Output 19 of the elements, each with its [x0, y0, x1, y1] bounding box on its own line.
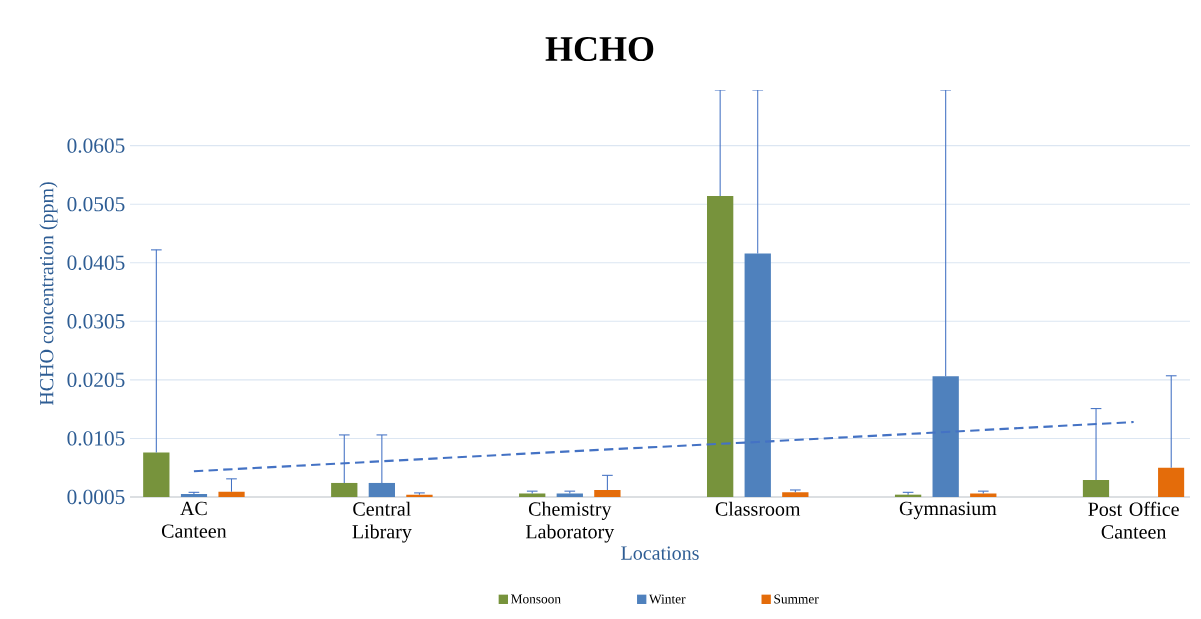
x-tick-label: Gymnasium	[899, 501, 997, 520]
x-axis-title: Locations	[621, 546, 699, 560]
y-tick-label: 0.0405	[67, 255, 125, 270]
y-tick-label: 0.0305	[67, 314, 125, 329]
y-tick-label: 0.0505	[67, 196, 125, 212]
chart-title: HCHO	[545, 36, 654, 62]
x-tick-label: Post Office Canteen	[1088, 501, 1179, 539]
x-tick-label: Classroom	[715, 501, 801, 516]
legend-label: Summer	[774, 594, 819, 604]
x-tick-label: Central Library	[352, 501, 412, 543]
x-tick-label: AC Canteen	[161, 501, 227, 538]
legend-label: Monsoon	[511, 594, 561, 604]
y-tick-label: 0.0605	[67, 138, 125, 153]
legend-label: Winter	[649, 594, 686, 604]
y-tick-label: 0.0205	[67, 372, 125, 388]
y-tick-label: 0.0105	[67, 431, 125, 446]
x-tick-label: Chemistry Laboratory	[525, 501, 615, 543]
y-axis-title: HCHO concentration (ppm)	[39, 182, 58, 406]
y-tick-label: 0.0005	[67, 489, 125, 505]
